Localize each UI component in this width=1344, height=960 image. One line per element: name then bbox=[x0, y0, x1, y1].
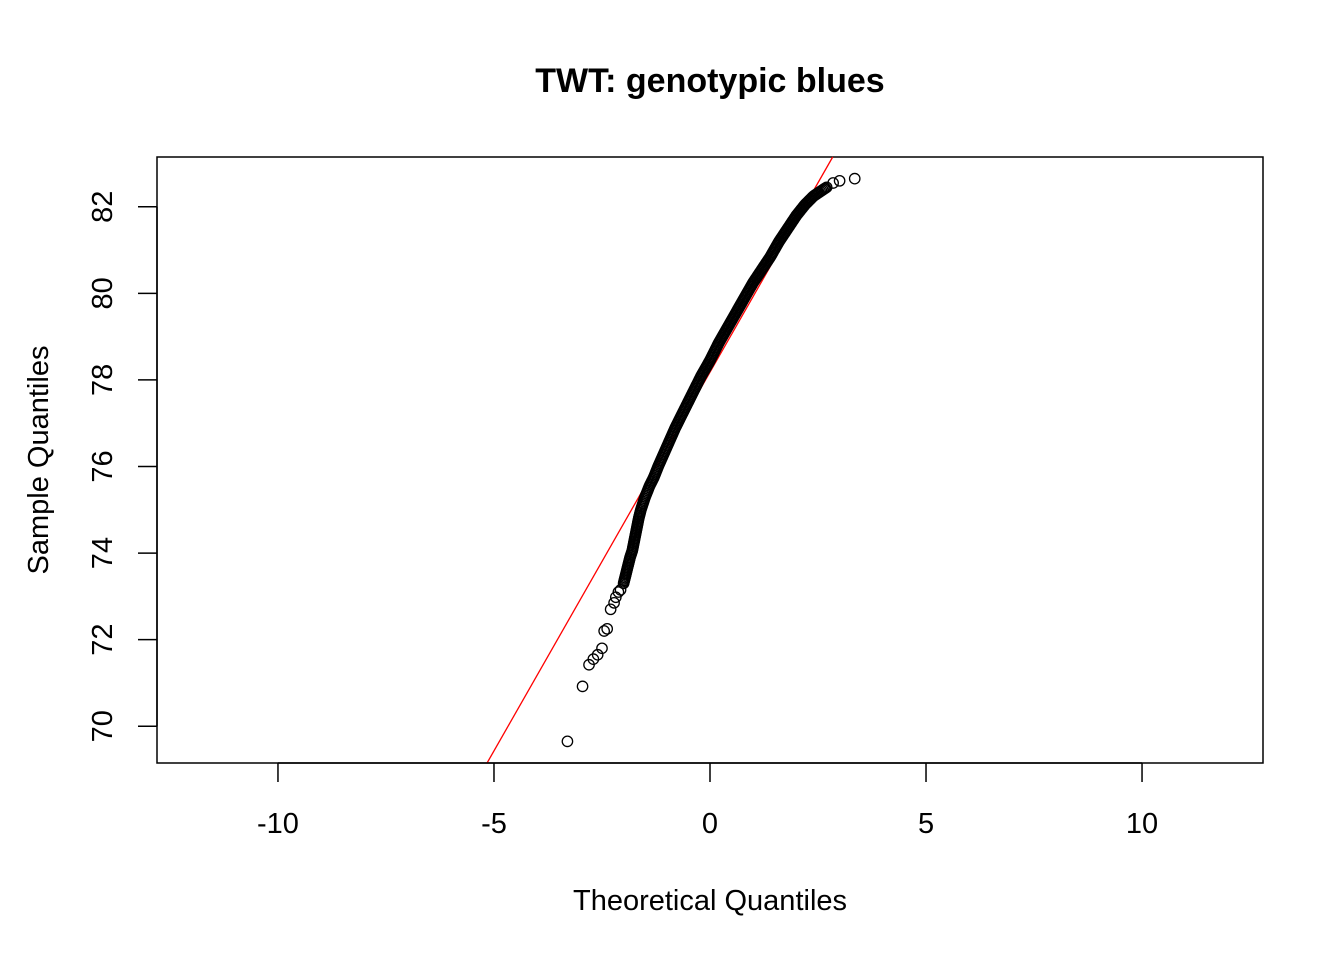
data-point bbox=[818, 183, 830, 195]
y-tick-label: 72 bbox=[87, 624, 119, 656]
y-axis-label: Sample Quantiles bbox=[23, 346, 55, 575]
data-point bbox=[820, 181, 833, 194]
data-point bbox=[601, 622, 614, 635]
data-point bbox=[587, 653, 600, 665]
data-point bbox=[596, 642, 608, 655]
x-tick-label: 5 bbox=[918, 808, 934, 840]
x-tick-label: -5 bbox=[481, 808, 507, 840]
x-axis-label: Theoretical Quantiles bbox=[573, 885, 847, 917]
data-point bbox=[848, 172, 861, 185]
y-tick-label: 74 bbox=[87, 537, 119, 569]
x-axis: -10 -5 0 5 10 bbox=[257, 762, 1158, 840]
y-tick-label: 78 bbox=[87, 364, 119, 396]
y-tick-label: 70 bbox=[87, 710, 119, 742]
y-axis: 70 72 74 76 78 80 82 bbox=[87, 191, 158, 742]
y-tick-label: 76 bbox=[87, 450, 119, 482]
data-point bbox=[608, 596, 620, 609]
data-point bbox=[561, 735, 574, 748]
x-tick-label: 10 bbox=[1126, 808, 1158, 840]
points-layer bbox=[561, 172, 861, 748]
data-point bbox=[827, 177, 839, 189]
data-point bbox=[591, 648, 604, 661]
chart-title: TWT: genotypic blues bbox=[535, 62, 884, 100]
data-point bbox=[612, 586, 625, 598]
x-tick-label: 0 bbox=[702, 808, 718, 840]
data-point bbox=[604, 603, 617, 616]
data-point bbox=[576, 680, 589, 693]
data-point bbox=[598, 625, 611, 637]
x-tick-label: -10 bbox=[257, 808, 299, 840]
y-tick-label: 80 bbox=[87, 277, 119, 309]
y-tick-label: 82 bbox=[87, 191, 119, 223]
data-point bbox=[833, 174, 846, 187]
plot-frame bbox=[156, 156, 1264, 764]
